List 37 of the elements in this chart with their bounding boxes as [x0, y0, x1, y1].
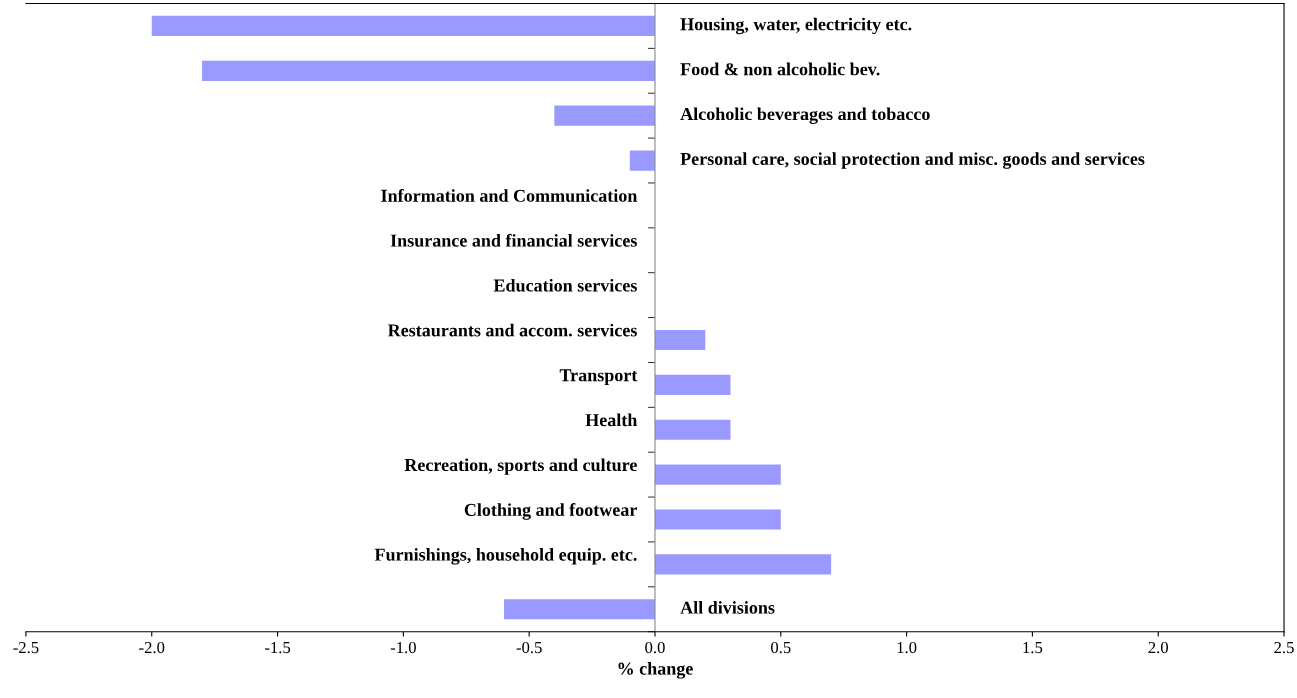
- x-axis-title: % change: [618, 662, 693, 679]
- y-tick-label: Health: [585, 413, 638, 427]
- bar: [554, 105, 655, 126]
- y-tick-label: Food & non alcoholic bev.: [680, 62, 880, 76]
- y-tick-label: Recreation, sports and culture: [404, 458, 637, 475]
- bar: [654, 554, 832, 575]
- y-tick-label: Transport: [559, 369, 638, 386]
- x-tick-label: 0.0: [645, 641, 665, 654]
- x-tick-label: 1.0: [897, 641, 917, 654]
- x-tick-label: 1.5: [1023, 641, 1043, 654]
- y-tick-label: Furnishings, household equip. etc.: [374, 548, 637, 565]
- bar: [629, 150, 655, 171]
- x-tick-label: -1.5: [264, 641, 291, 654]
- y-tick-label: Alcoholic beverages and tobacco: [680, 107, 930, 124]
- x-tick-label: 0.5: [771, 641, 791, 654]
- y-tick-label: Clothing and footwear: [464, 503, 637, 520]
- bar: [504, 599, 655, 620]
- bar: [654, 329, 706, 351]
- y-tick-label: All divisions: [680, 601, 775, 614]
- y-tick-label: Insurance and financial services: [390, 233, 637, 247]
- x-tick-label: 2.5: [1274, 641, 1294, 654]
- bar: [654, 509, 781, 530]
- y-tick-label: Housing, water, electricity etc.: [680, 17, 912, 35]
- x-tick-label: -0.5: [516, 641, 542, 654]
- x-tick-label: 2.0: [1148, 641, 1168, 654]
- x-tick-label: -1.0: [390, 641, 416, 654]
- bar: [654, 419, 731, 440]
- bar: [151, 15, 655, 37]
- bar: [654, 464, 781, 485]
- y-tick-label: Education services: [493, 278, 637, 292]
- bar: [654, 374, 731, 395]
- x-tick-label: -2.5: [13, 641, 39, 654]
- x-tick-label: -2.0: [139, 641, 165, 654]
- bar: [202, 60, 655, 81]
- y-tick-label: Restaurants and accom. services: [387, 323, 637, 337]
- y-tick-label: Personal care, social protection and misc. goods and services: [680, 152, 1145, 169]
- y-tick-label: Information and Communication: [381, 188, 638, 202]
